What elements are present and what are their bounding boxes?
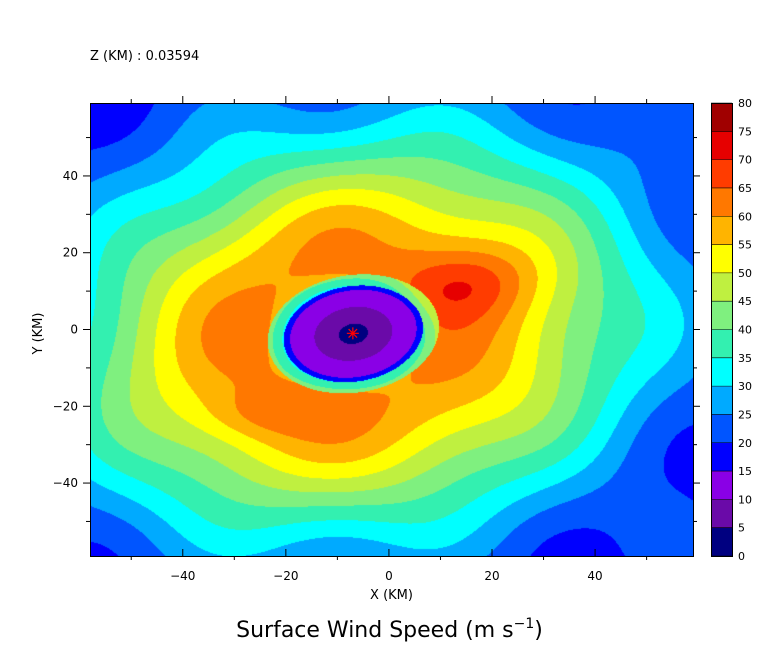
- colorbar-label: 80: [738, 97, 752, 110]
- y-tick-label: −40: [53, 476, 78, 490]
- colorbar-frame: [711, 103, 733, 557]
- colorbar-label: 15: [738, 465, 752, 478]
- x-tick-label: −20: [273, 569, 298, 583]
- colorbar-label: 0: [738, 550, 745, 563]
- colorbar-swatch: [711, 187, 732, 217]
- colorbar-swatch: [711, 159, 732, 188]
- colorbar-swatch: [711, 471, 732, 500]
- x-tick-label: −40: [170, 569, 195, 583]
- colorbar-swatch: [711, 414, 732, 443]
- colorbar-label: 50: [738, 267, 752, 280]
- colorbar-label: 60: [738, 210, 752, 223]
- colorbar-swatch: [711, 103, 732, 132]
- colorbar-label: 40: [738, 324, 752, 337]
- wind-speed-field: [90, 103, 693, 556]
- colorbar-label: 35: [738, 352, 752, 365]
- colorbar-swatch: [711, 216, 732, 245]
- colorbar: 0 5 10 15 20 25 30 35 40 45 50 55 60 65 70 75 80: [711, 97, 752, 563]
- chart-title-superscript: −1: [514, 616, 535, 632]
- storm-center-marker: [346, 327, 359, 340]
- colorbar-label: 25: [738, 408, 752, 421]
- level-label: Z (KM) : 0.03594: [90, 49, 199, 64]
- colorbar-swatch: [711, 357, 732, 387]
- colorbar-swatch: [711, 131, 732, 160]
- colorbar-swatch: [711, 329, 732, 358]
- colorbar-label: 20: [738, 437, 752, 450]
- colorbar-label: 75: [738, 125, 752, 138]
- colorbar-label: 30: [738, 380, 752, 393]
- y-axis: −40 −20 0 20 40: [53, 137, 700, 522]
- y-tick-label: −20: [53, 399, 78, 413]
- chart-title-main: Surface Wind Speed (m s: [236, 618, 514, 643]
- colorbar-swatch: [711, 301, 732, 330]
- x-axis: −40 −20 0 20 40: [130, 96, 648, 583]
- colorbar-swatch: [711, 244, 732, 273]
- colorbar-label: 70: [738, 154, 752, 167]
- colorbar-label: 5: [738, 522, 745, 535]
- colorbar-swatch: [711, 499, 732, 528]
- colorbar-swatch: [711, 442, 732, 472]
- x-axis-label: X (KM): [370, 588, 413, 603]
- colorbar-label: 65: [738, 182, 752, 195]
- colorbar-label: 55: [738, 239, 752, 252]
- y-tick-label: 40: [63, 169, 78, 183]
- y-axis-label: Y (KM): [31, 313, 46, 356]
- colorbar-label: 10: [738, 493, 752, 506]
- chart-title-close: ): [534, 618, 543, 643]
- plot-area: [90, 103, 694, 557]
- colorbar-swatch: [711, 527, 732, 556]
- colorbar-swatch: [711, 272, 732, 302]
- x-tick-label: 40: [587, 569, 602, 583]
- x-tick-label: 20: [484, 569, 499, 583]
- storm-center-stroke: [348, 328, 358, 339]
- colorbar-swatch: [711, 386, 732, 415]
- colorbar-label: 45: [738, 295, 752, 308]
- chart-title: Surface Wind Speed (m s−1): [236, 616, 543, 643]
- x-tick-label: 0: [385, 569, 393, 583]
- y-tick-label: 0: [70, 323, 78, 337]
- y-tick-label: 20: [63, 246, 78, 260]
